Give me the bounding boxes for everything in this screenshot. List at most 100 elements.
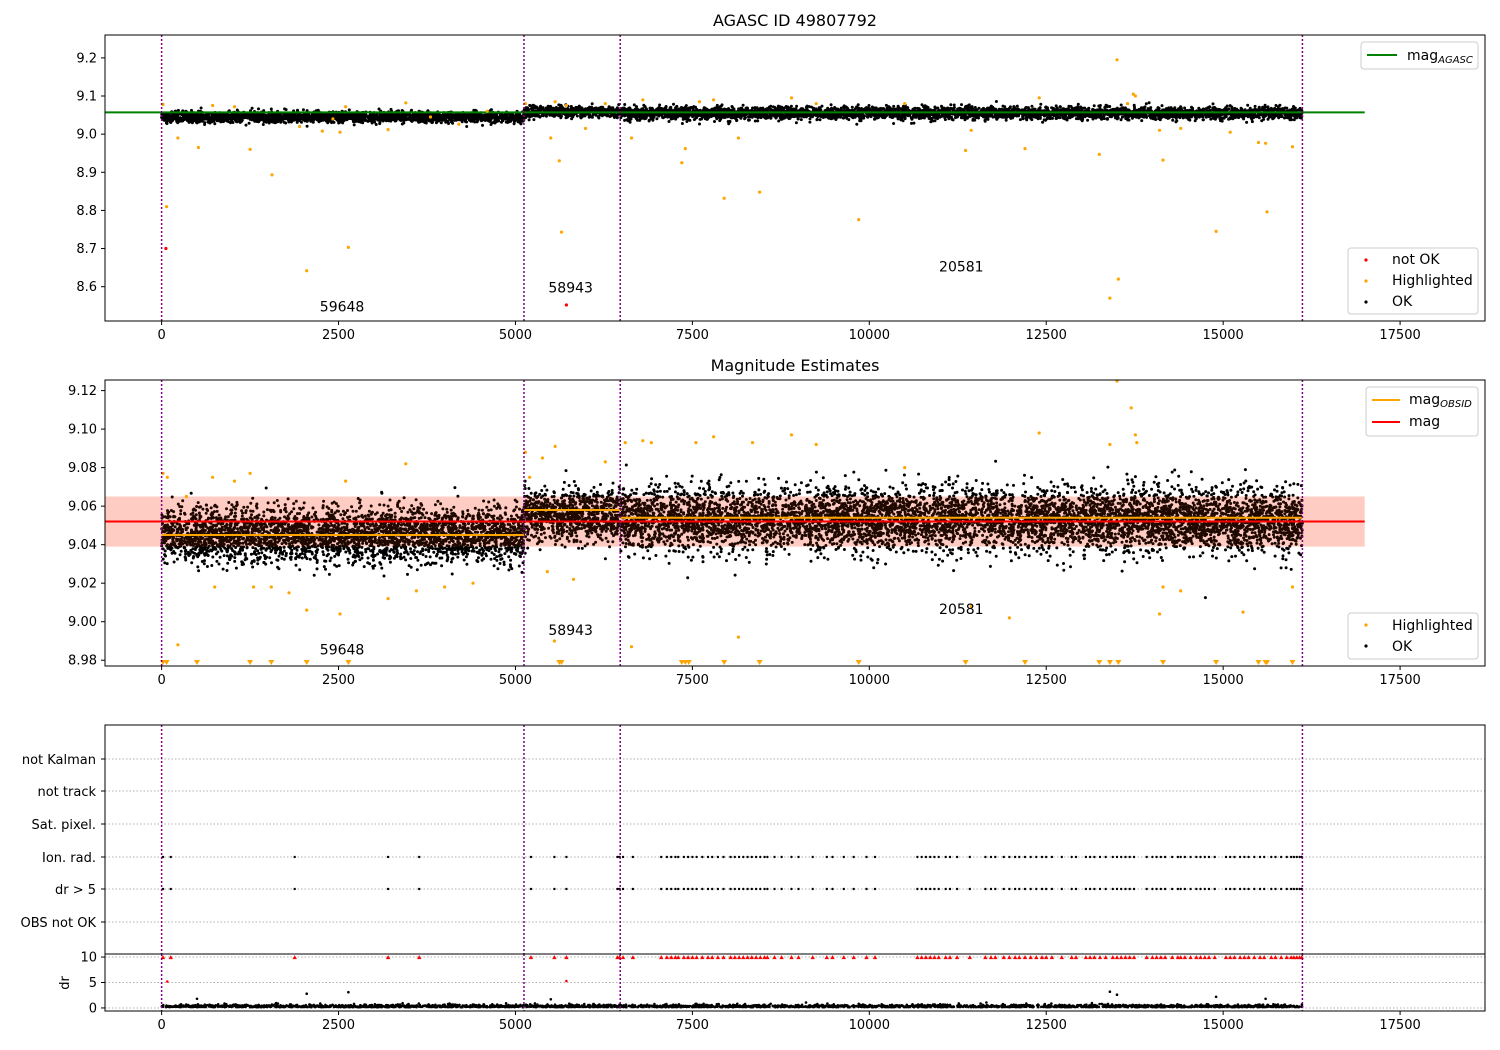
- ok-point: [512, 118, 516, 122]
- ok-point: [361, 121, 365, 125]
- ok-point: [1015, 104, 1019, 108]
- ok-point: [295, 114, 299, 118]
- ok-point: [270, 120, 274, 124]
- ok-point: [672, 102, 675, 106]
- ok-point: [197, 120, 201, 124]
- ok-point: [1058, 105, 1062, 109]
- ok-point: [606, 114, 610, 117]
- ok-point: [457, 114, 461, 117]
- ok-point: [257, 114, 261, 118]
- ok-point: [264, 120, 268, 124]
- ok-point: [177, 119, 181, 123]
- ok-point: [223, 117, 227, 121]
- ok-point: [369, 117, 373, 120]
- ok-point: [377, 107, 381, 111]
- ok-point: [261, 123, 265, 126]
- ok-point: [535, 114, 539, 118]
- ok-point: [470, 119, 474, 123]
- ok-point: [570, 117, 574, 121]
- ok-point: [203, 123, 207, 126]
- ok-point: [943, 118, 947, 122]
- ok-point: [295, 120, 299, 124]
- ok-point: [531, 103, 535, 107]
- ok-point: [221, 120, 225, 124]
- ok-point: [342, 117, 346, 121]
- ok-point: [337, 116, 341, 120]
- ok-point: [515, 117, 519, 121]
- ok-point: [211, 114, 215, 118]
- ok-point: [392, 117, 396, 121]
- ok-point: [532, 118, 536, 122]
- ok-point: [1026, 106, 1030, 110]
- ok-point: [291, 115, 294, 119]
- ok-point: [416, 113, 420, 117]
- ok-point: [850, 105, 854, 109]
- ok-point: [260, 117, 264, 121]
- ok-point: [269, 107, 273, 111]
- ok-point: [424, 121, 428, 125]
- ok-point: [206, 120, 210, 124]
- ok-point: [560, 107, 564, 111]
- ok-point: [601, 108, 604, 111]
- ok-point: [436, 118, 440, 122]
- ok-point: [530, 106, 534, 110]
- ok-point: [322, 117, 326, 121]
- ok-point: [892, 104, 896, 108]
- ok-point: [815, 118, 819, 122]
- ok-point: [298, 119, 302, 123]
- ok-point: [344, 116, 348, 120]
- ok-point: [206, 113, 210, 117]
- ok-point: [278, 119, 282, 123]
- ok-point: [910, 121, 913, 125]
- ok-point: [638, 118, 642, 122]
- ok-point: [463, 120, 467, 123]
- ok-point: [190, 108, 193, 112]
- ok-point: [468, 118, 472, 122]
- ok-point: [508, 114, 512, 118]
- ok-point: [565, 115, 569, 119]
- ok-point: [271, 114, 275, 118]
- ok-point: [234, 115, 238, 119]
- ok-point: [162, 115, 166, 119]
- ok-point: [240, 119, 244, 123]
- ok-point: [506, 120, 509, 124]
- ok-point: [564, 113, 567, 117]
- ok-point: [284, 121, 288, 125]
- ok-point: [451, 113, 455, 117]
- ok-point: [454, 118, 458, 122]
- ok-point: [545, 107, 549, 110]
- ok-point: [181, 116, 185, 120]
- ok-point: [320, 114, 324, 118]
- ok-point: [820, 104, 824, 108]
- ok-point: [462, 116, 466, 120]
- ok-point: [1209, 117, 1213, 121]
- ok-point: [855, 122, 859, 126]
- ok-point: [373, 120, 377, 124]
- ok-point: [289, 120, 293, 124]
- ok-point: [313, 113, 317, 117]
- ok-point: [363, 118, 367, 122]
- ok-point: [410, 118, 414, 122]
- ok-point: [243, 115, 247, 119]
- ok-point: [675, 104, 679, 108]
- ok-point: [540, 107, 544, 111]
- ok-point: [623, 103, 627, 106]
- ok-point: [494, 115, 497, 119]
- ok-point: [410, 108, 413, 112]
- ok-point: [331, 113, 335, 117]
- ok-point: [267, 113, 270, 117]
- ok-point: [420, 118, 424, 121]
- ok-point: [485, 115, 489, 119]
- ok-point: [250, 106, 254, 110]
- ok-point: [505, 113, 509, 117]
- ok-point: [232, 113, 236, 117]
- ok-point: [334, 116, 338, 120]
- ok-point: [471, 115, 475, 119]
- ok-point: [229, 120, 233, 124]
- ok-point: [698, 122, 701, 126]
- ok-point: [184, 117, 188, 121]
- ok-point: [1030, 118, 1034, 122]
- ok-point: [253, 119, 257, 123]
